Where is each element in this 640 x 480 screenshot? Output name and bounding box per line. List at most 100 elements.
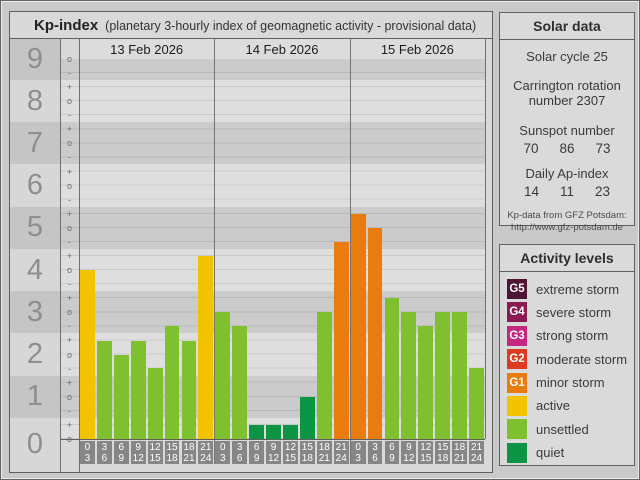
kp-bar: [350, 213, 366, 439]
hour-label: 3: [236, 441, 243, 453]
date-header: 13 Feb 2026: [79, 39, 215, 59]
data-source-line1: Kp-data from GFZ Potsdam:: [507, 210, 627, 221]
plot-band: [60, 59, 485, 80]
y-axis-number-band: 2: [10, 333, 60, 376]
hour-interval-cell: 18 21: [316, 441, 332, 464]
chart-title-bar: Kp-index (planetary 3-hourly index of geo…: [10, 12, 492, 39]
solar-data-panel: Solar data Solar cycle 25 Carrington rot…: [499, 12, 635, 233]
plot-band: [60, 80, 485, 123]
y-subtick-label: +: [66, 82, 73, 93]
g-scale-badge: G3: [507, 325, 527, 346]
hour-label: 3: [101, 441, 108, 453]
y-axis-number-band: 6: [10, 164, 60, 207]
hour-label: 15: [437, 441, 449, 453]
hour-label: 6: [236, 452, 243, 464]
date-header: 14 Feb 2026: [214, 39, 350, 59]
g-scale-badge: G1: [507, 372, 527, 393]
hour-label: 18: [318, 441, 330, 453]
y-axis-number-band: 1: [10, 375, 60, 418]
hour-label: 21: [470, 441, 483, 453]
y-axis-left-border: [60, 39, 61, 472]
ap-value-1: 14: [523, 184, 539, 199]
hour-label: 12: [284, 441, 297, 453]
day-separator: [214, 39, 216, 464]
g-scale-badge: G5: [507, 279, 527, 299]
kp-bar: [435, 312, 451, 439]
kp-bar: [164, 326, 180, 439]
kp-bar: [80, 270, 95, 439]
legend-row: G2 moderate storm: [507, 349, 634, 370]
hour-label: 6: [118, 441, 125, 453]
plot-band: [60, 164, 485, 207]
kp-bar: [147, 368, 163, 439]
kp-bar: [283, 425, 298, 439]
y-subtick-label: +: [66, 335, 73, 346]
solar-data-title: Solar data: [500, 13, 634, 40]
y-subtick-label: o: [66, 222, 72, 233]
legend-row: active: [507, 395, 634, 416]
legend-label: minor storm: [536, 375, 605, 391]
hour-interval-cell: 21 24: [198, 441, 214, 464]
hour-label: 6: [253, 441, 260, 453]
legend-row: quiet: [507, 442, 634, 463]
hour-label: 18: [454, 441, 466, 453]
hour-interval-cell: 12 15: [147, 441, 163, 464]
kp-chart-panel: Kp-index (planetary 3-hourly index of geo…: [9, 11, 493, 473]
hour-interval-cell: 18 21: [452, 441, 468, 464]
kp-bar: [316, 312, 332, 439]
hour-label: 15: [149, 452, 161, 464]
y-axis-number-band: 4: [10, 248, 60, 292]
hour-label: 0: [220, 441, 226, 453]
legend-label: moderate storm: [536, 351, 628, 367]
legend-label: strong storm: [536, 328, 609, 344]
kp-bar: [130, 340, 146, 439]
plot-right-border: [485, 39, 486, 439]
kp-bar: [232, 326, 248, 439]
y-subtick-label: o: [66, 349, 72, 360]
kp-bar: [198, 256, 214, 439]
legend-label: quiet: [536, 445, 565, 461]
hour-label: 12: [132, 452, 144, 464]
kp-bar: [452, 312, 468, 439]
y-subtick-label: -: [68, 236, 71, 247]
hour-label: 21: [200, 441, 212, 453]
kp-bar: [266, 425, 281, 439]
data-source-url[interactable]: http://www.gfz-potsdam.de: [511, 222, 623, 233]
sunspot-value-1: 70: [523, 141, 539, 156]
solar-cycle: Solar cycle 25: [526, 49, 608, 64]
legend-color-swatch: [507, 442, 527, 463]
daily-ap-index-label: Daily Ap-index: [525, 166, 609, 181]
kp-bar: [96, 340, 112, 439]
y-axis-number-band: 9: [10, 39, 60, 80]
kp-bar: [418, 326, 434, 439]
hour-label: 15: [301, 441, 313, 453]
hour-label: 12: [149, 441, 161, 453]
daily-ap-index-values: 14 11 23: [500, 184, 634, 199]
y-subtick-label: -: [68, 110, 71, 121]
hour-label: 24: [335, 452, 347, 464]
sunspot-number-values: 70 86 73: [500, 141, 634, 156]
hour-label: 9: [406, 441, 412, 453]
kp-bar: [469, 368, 484, 439]
hour-interval-cell: 15 18: [299, 441, 315, 464]
hour-label: 21: [335, 441, 347, 453]
ap-value-3: 23: [595, 184, 611, 199]
y-subtick-label: +: [66, 208, 73, 219]
y-subtick-label: +: [66, 250, 73, 261]
y-axis-number-band: 3: [10, 291, 60, 334]
legend-label: severe storm: [536, 304, 612, 320]
y-axis-number-band: 5: [10, 206, 60, 249]
hour-label: 15: [420, 452, 432, 464]
date-header: 15 Feb 2026: [349, 39, 485, 59]
hour-label: 18: [301, 452, 313, 464]
hour-label: 15: [284, 452, 297, 464]
ap-value-2: 11: [559, 184, 574, 199]
y-axis-number-band: 7: [10, 122, 60, 165]
hour-label: 18: [166, 452, 178, 464]
y-subtick-label: +: [66, 419, 73, 430]
y-subtick-label: o: [66, 96, 72, 107]
